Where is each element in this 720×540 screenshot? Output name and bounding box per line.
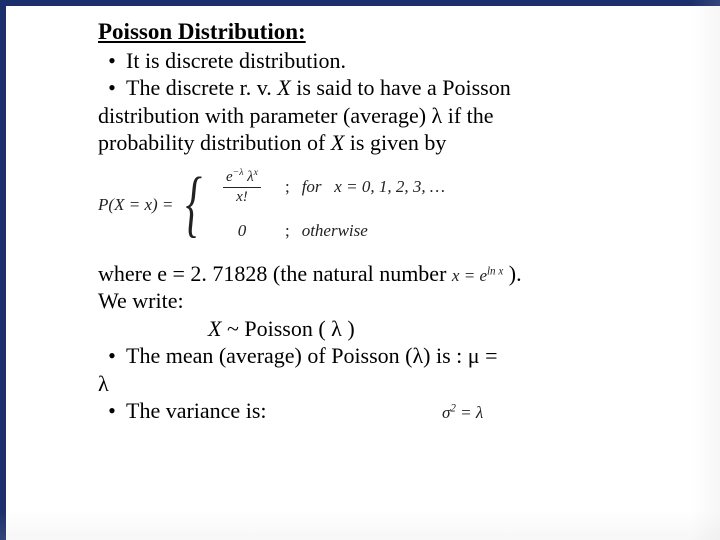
- slide-shadow-right: [690, 0, 720, 540]
- bullet-text: The discrete r. v. X is said to have a P…: [126, 74, 511, 102]
- we-write-label: We write:: [98, 287, 658, 315]
- case-expression: e−λ λx x!: [211, 167, 273, 207]
- bullet-item: • It is discrete distribution.: [98, 47, 658, 75]
- natural-number-formula: x = eln x: [452, 266, 503, 285]
- poisson-notation: X ~ Poisson ( λ ): [98, 315, 658, 343]
- formula-lhs: P(X = x) =: [98, 194, 173, 215]
- bullet-item: • The discrete r. v. X is said to have a…: [98, 74, 658, 102]
- closing-paren: ).: [509, 261, 522, 286]
- bullet-item: • The mean (average) of Poisson (λ) is :…: [98, 342, 658, 370]
- slide-content: Poisson Distribution: • It is discrete d…: [98, 18, 658, 425]
- bullet-marker: •: [98, 342, 126, 370]
- bullet-marker: •: [98, 397, 126, 425]
- slide-title: Poisson Distribution:: [98, 18, 658, 47]
- variance-formula: σ2 = λ: [442, 402, 483, 423]
- case-separator: ;: [285, 220, 290, 241]
- bullet-text-cont: probability distribution of X is given b…: [98, 129, 658, 157]
- bullet-text: The mean (average) of Poisson (λ) is : μ…: [126, 342, 498, 370]
- case-expression: 0: [211, 220, 273, 241]
- case-condition: otherwise: [302, 220, 368, 241]
- case-row: 0 ; otherwise: [211, 220, 445, 241]
- where-block: where e = 2. 71828 (the natural number x…: [98, 260, 658, 288]
- formula-cases: e−λ λx x! ; for x = 0, 1, 2, 3, … 0 ; ot…: [211, 167, 445, 242]
- case-separator: ;: [285, 176, 290, 197]
- slide-border-top: [0, 0, 720, 6]
- case-row: e−λ λx x! ; for x = 0, 1, 2, 3, …: [211, 167, 445, 207]
- bullet-item: • The variance is: σ2 = λ: [98, 397, 658, 425]
- left-brace: {: [186, 172, 202, 236]
- mean-value: λ: [98, 370, 658, 398]
- where-text: where e = 2. 71828 (the natural number: [98, 261, 446, 286]
- slide-shadow-bottom: [0, 510, 720, 540]
- slide-border-left: [0, 0, 6, 540]
- bullet-marker: •: [98, 74, 126, 102]
- pmf-formula: P(X = x) = { e−λ λx x! ; for x = 0, 1, 2…: [98, 167, 658, 242]
- case-condition: for x = 0, 1, 2, 3, …: [302, 176, 445, 197]
- bullet-text: It is discrete distribution.: [126, 47, 346, 75]
- bullet-marker: •: [98, 47, 126, 75]
- bullet-text-cont: distribution with parameter (average) λ …: [98, 102, 658, 130]
- bullet-text: The variance is: σ2 = λ: [126, 397, 483, 425]
